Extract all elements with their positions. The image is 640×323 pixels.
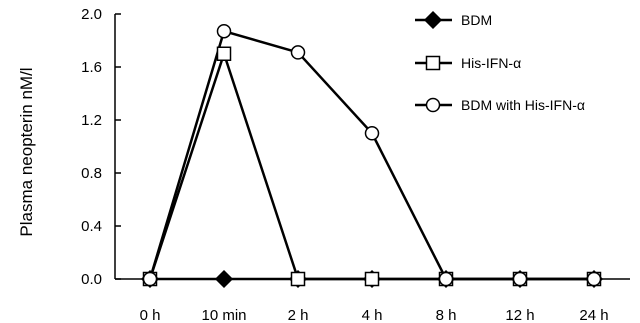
data-point-circle bbox=[586, 271, 602, 287]
legend-item: His-IFN-α bbox=[415, 55, 521, 71]
legend-label: BDM bbox=[461, 12, 492, 28]
data-point-diamond bbox=[214, 269, 234, 289]
series-markers-square bbox=[142, 46, 602, 287]
legend-marker-circle bbox=[425, 97, 441, 113]
y-axis-title: Plasma neopterin nM/l bbox=[17, 67, 36, 236]
data-point-circle bbox=[512, 271, 528, 287]
x-tick-label: 4 h bbox=[362, 307, 383, 323]
data-point-circle bbox=[364, 126, 380, 141]
legend: BDM His-IFN-α BDM with His-IFN-α bbox=[415, 10, 585, 113]
series-markers-circle bbox=[142, 23, 602, 287]
data-point-circle bbox=[142, 271, 158, 287]
x-tick-label: 0 h bbox=[140, 307, 161, 323]
y-tick-label: 1.6 bbox=[81, 59, 102, 76]
data-point-circle bbox=[290, 45, 306, 60]
data-point-square bbox=[216, 46, 232, 61]
legend-label: His-IFN-α bbox=[461, 55, 521, 71]
series-circle bbox=[148, 29, 594, 281]
y-tick-label: 0.0 bbox=[81, 271, 102, 288]
y-axis-ticks: 0.0 0.4 0.8 1.2 1.6 2.0 bbox=[81, 6, 121, 288]
series-square bbox=[148, 49, 594, 281]
y-tick-label: 0.4 bbox=[81, 218, 102, 235]
y-tick-label: 2.0 bbox=[81, 6, 102, 23]
data-point-square bbox=[290, 271, 306, 287]
legend-marker-square bbox=[425, 55, 441, 71]
data-point-circle bbox=[216, 23, 232, 39]
x-tick-label: 2 h bbox=[288, 307, 309, 323]
y-tick-label: 0.8 bbox=[81, 165, 102, 182]
data-point-square bbox=[364, 271, 380, 287]
x-tick-label: 10 min bbox=[201, 307, 246, 323]
x-tick-label: 8 h bbox=[436, 307, 457, 323]
x-tick-label: 24 h bbox=[579, 307, 608, 323]
legend-item: BDM with His-IFN-α bbox=[415, 97, 585, 113]
series-layer bbox=[140, 23, 604, 289]
data-point-circle bbox=[438, 271, 454, 287]
series-line bbox=[148, 49, 594, 281]
legend-label: BDM with His-IFN-α bbox=[461, 97, 585, 113]
x-axis-ticks: 0 h 10 min 2 h 4 h 8 h 12 h 24 h bbox=[140, 279, 609, 323]
legend-item: BDM bbox=[415, 10, 492, 30]
x-tick-label: 12 h bbox=[505, 307, 534, 323]
series-line bbox=[148, 29, 594, 281]
legend-marker-diamond bbox=[423, 10, 443, 30]
y-tick-label: 1.2 bbox=[81, 112, 102, 129]
